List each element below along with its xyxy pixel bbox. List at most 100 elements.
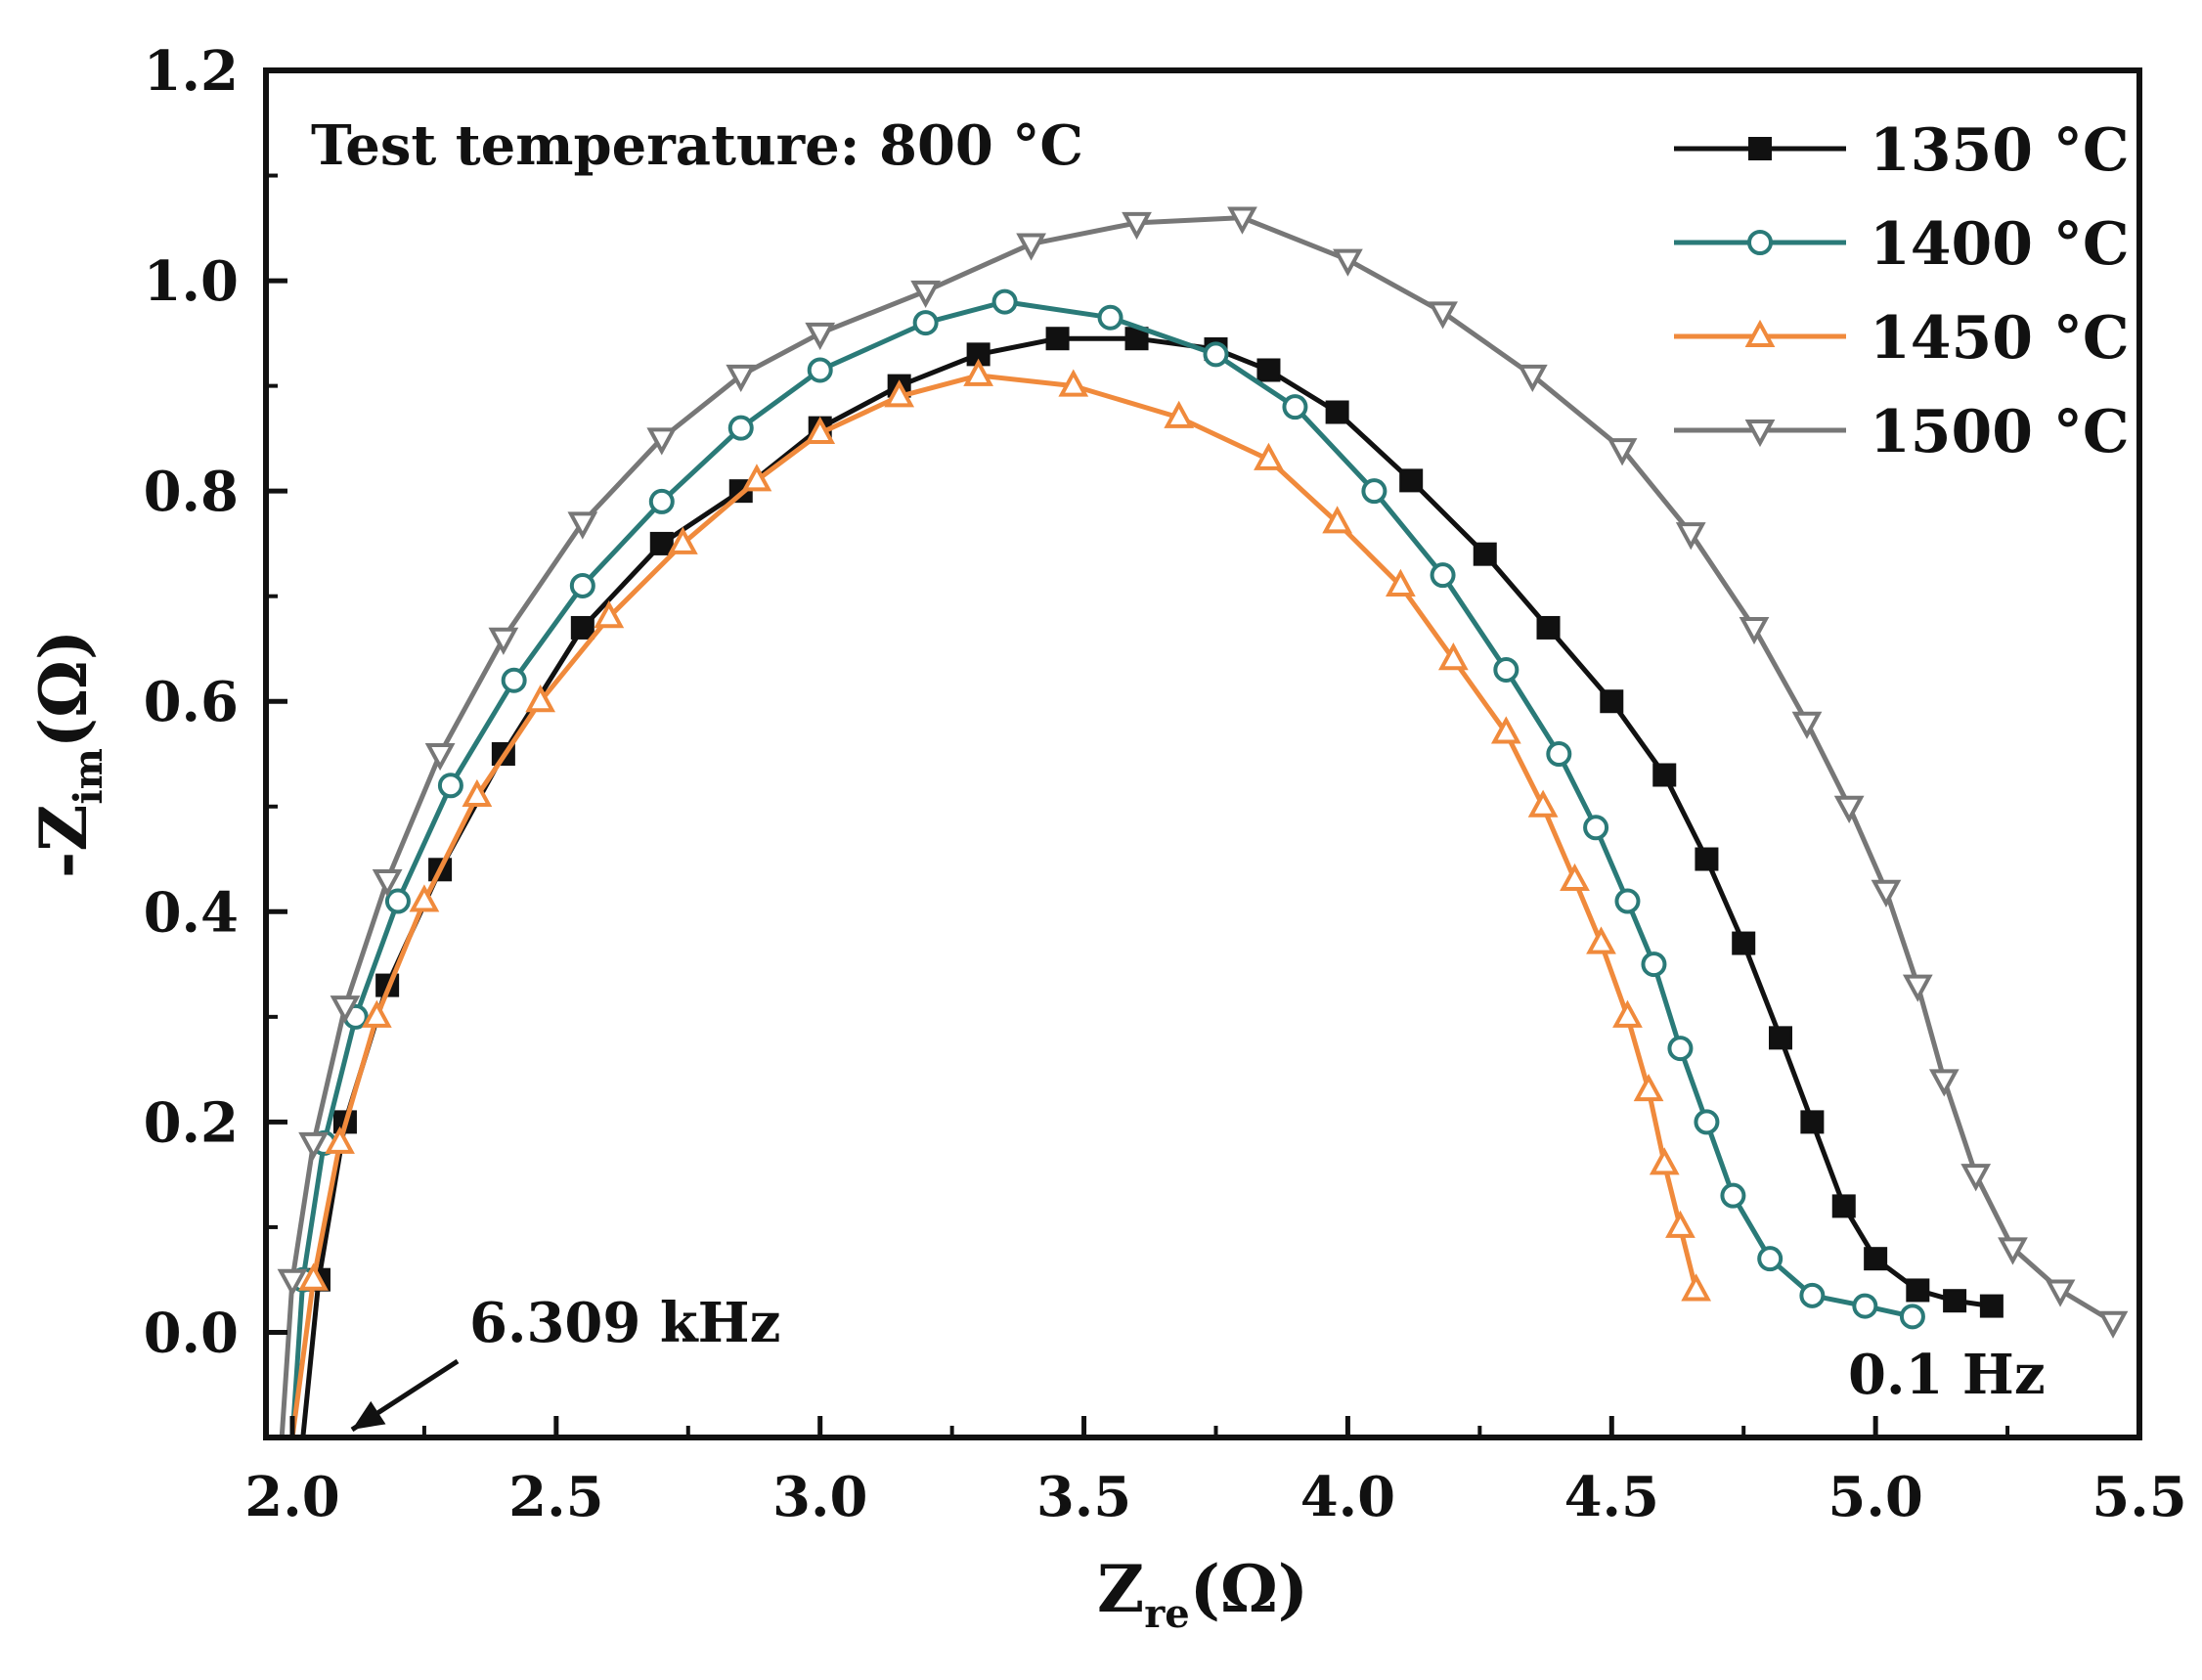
data-point [1399, 468, 1424, 493]
data-point [1560, 862, 1590, 892]
data-point [1333, 248, 1363, 277]
data-point [1649, 1147, 1680, 1175]
data-point [1833, 795, 1865, 823]
data-point [1902, 974, 1933, 1002]
data-point [1871, 879, 1902, 907]
y-tick-label: 0.4 [144, 880, 239, 945]
data-point [1633, 1073, 1664, 1102]
data-point [991, 288, 1018, 315]
data-point [910, 280, 942, 309]
data-point [1695, 847, 1719, 871]
frequency-annotation-high: 6.309 kHz [469, 1291, 780, 1355]
data-point [1473, 542, 1497, 566]
data-point [277, 1268, 308, 1297]
data-point [361, 999, 392, 1028]
data-point [1203, 341, 1229, 368]
data-point [298, 1131, 329, 1161]
data-point [2097, 1310, 2129, 1339]
data-point [1517, 364, 1548, 393]
data-point [1322, 506, 1352, 534]
data-point [1361, 478, 1387, 505]
data-point [1675, 522, 1706, 551]
data-point [1732, 931, 1756, 955]
x-tick-label: 4.0 [1300, 1465, 1395, 1529]
x-axis-title: Zre(Ω) [1097, 1551, 1308, 1637]
data-point [437, 773, 463, 799]
y-tick-label: 0.8 [144, 460, 239, 524]
data-point [884, 379, 915, 408]
y-tick-label: 0.2 [144, 1090, 239, 1155]
data-point [1681, 1273, 1712, 1302]
x-tick-label: 3.0 [772, 1465, 867, 1529]
data-point [1600, 689, 1624, 714]
data-point [1493, 656, 1519, 683]
data-point [668, 526, 698, 554]
data-point [1831, 1194, 1856, 1218]
legend-label: 1350 °C [1870, 116, 2130, 185]
data-point [594, 600, 625, 629]
data-point [298, 1262, 329, 1291]
legend-marker [1748, 137, 1772, 160]
y-tick-label: 0.0 [144, 1301, 239, 1365]
x-tick-label: 2.5 [508, 1465, 603, 1529]
y-tick-label: 1.2 [144, 39, 239, 104]
data-point [1757, 1246, 1784, 1272]
data-point [1016, 233, 1046, 261]
y-axis-title-sub: im [66, 748, 111, 805]
data-point [1428, 301, 1458, 330]
legend-marker [1747, 230, 1773, 255]
data-point [525, 685, 556, 713]
data-point [805, 322, 836, 351]
data-point [1058, 369, 1089, 397]
data-point [1667, 1036, 1694, 1062]
data-point [1583, 815, 1609, 841]
data-point [1979, 1294, 2004, 1318]
x-axis-title-unit: (Ω) [1190, 1551, 1308, 1627]
plot-frame [263, 67, 2142, 1440]
x-tick-label: 4.5 [1564, 1465, 1659, 1529]
y-axis-title-main: -Z [25, 805, 102, 879]
y-tick-label: 0.6 [144, 670, 239, 734]
data-point [1164, 400, 1195, 428]
legend-label: 1400 °C [1870, 210, 2130, 279]
data-point [1800, 1110, 1825, 1134]
data-point [1612, 999, 1643, 1028]
legend: 1350 °C 1400 °C 1450 °C 1500 °C [1674, 116, 2130, 466]
legend-item-3: 1500 °C [1674, 398, 2130, 466]
x-axis-title-main: Z [1097, 1551, 1144, 1627]
data-point [1998, 1237, 2028, 1265]
data-point [569, 572, 595, 598]
test-temperature-annotation: Test temperature: 800 °C [311, 113, 1083, 178]
data-point [1607, 438, 1638, 466]
data-point [1546, 741, 1572, 767]
legend-item-0: 1350 °C [1674, 116, 2130, 185]
y-axis-title-unit: (Ω) [25, 630, 102, 748]
axis-ticks: 2.0 2.5 3.0 3.5 4.0 4.5 5.0 5.5 0.0 0.2 0.4 0.6 0.8 1… [144, 39, 2187, 1529]
x-tick-label: 2.0 [244, 1465, 339, 1529]
data-point [1227, 206, 1257, 235]
legend-label: 1500 °C [1870, 398, 2130, 466]
y-axis-title: -Zim(Ω) [25, 630, 111, 878]
data-point [1614, 888, 1641, 914]
data-point [1960, 1164, 1992, 1192]
data-point [1852, 1293, 1878, 1319]
data-point [1490, 716, 1521, 744]
data-point [912, 310, 939, 336]
data-point [1527, 789, 1559, 818]
data-point [330, 995, 361, 1024]
data-point [649, 531, 674, 555]
x-tick-label: 5.5 [2092, 1465, 2186, 1529]
data-point [1864, 1247, 1888, 1271]
data-point [1325, 400, 1349, 424]
data-point [384, 888, 411, 914]
data-point [424, 743, 456, 772]
data-point [1906, 1278, 1930, 1303]
data-point [488, 627, 519, 655]
frequency-annotation-low: 0.1 Hz [1848, 1343, 2046, 1407]
series-3 [277, 206, 2129, 1438]
legend-marker [1744, 420, 1776, 448]
frequency-annotation-arrowhead [352, 1400, 386, 1430]
data-point [1536, 615, 1561, 640]
legend-item-2: 1450 °C [1674, 304, 2130, 373]
